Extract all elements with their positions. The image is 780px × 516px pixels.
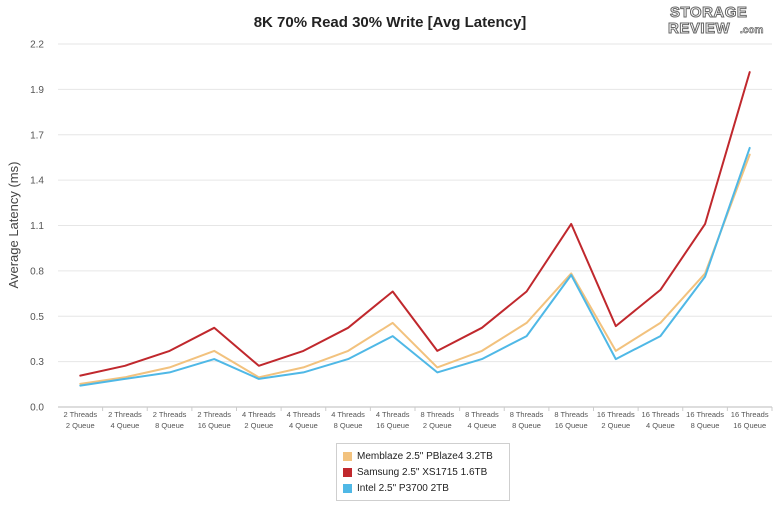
x-tick-label: 4 Queue	[111, 421, 140, 430]
svg-text:REVIEW: REVIEW	[668, 20, 731, 36]
y-tick-label: 1.9	[30, 85, 44, 96]
storage-review-logo: STORAGE REVIEW .com	[668, 4, 764, 37]
y-tick-label: 0.0	[30, 403, 44, 414]
x-tick-label: 4 Threads	[331, 410, 365, 419]
x-tick-label: 16 Queue	[376, 421, 409, 430]
x-tick-label: 2 Threads	[197, 410, 231, 419]
x-tick-label: 16 Queue	[733, 421, 766, 430]
chart-title: 8K 70% Read 30% Write [Avg Latency]	[253, 14, 527, 31]
y-tick-label: 2.2	[30, 40, 44, 51]
x-tick-label: 2 Queue	[601, 421, 630, 430]
x-tick-label: 16 Threads	[642, 410, 680, 419]
x-tick-label: 16 Threads	[686, 410, 724, 419]
x-tick-label: 8 Threads	[510, 410, 544, 419]
x-tick-label: 4 Queue	[646, 421, 675, 430]
series-line	[79, 71, 751, 377]
x-tick-label: 4 Queue	[468, 421, 497, 430]
y-tick-label: 1.4	[30, 176, 44, 187]
legend-item: Samsung 2.5" XS1715 1.6TB	[343, 464, 503, 480]
x-tick-label: 2 Threads	[153, 410, 187, 419]
x-tick-label: 8 Threads	[554, 410, 588, 419]
y-tick-label: 0.8	[30, 266, 44, 277]
gridlines	[58, 43, 772, 408]
y-tick-label: 1.1	[30, 221, 44, 232]
legend-swatch	[343, 483, 352, 493]
x-tick-label: 8 Threads	[420, 410, 454, 419]
x-tick-label: 8 Queue	[512, 421, 541, 430]
y-tick-label: 0.3	[30, 357, 44, 368]
x-tick-label: 2 Queue	[244, 421, 273, 430]
x-tick-label: 2 Threads	[108, 410, 142, 419]
legend-label: Intel 2.5" P3700 2TB	[357, 482, 449, 494]
legend-label: Memblaze 2.5" PBlaze4 3.2TB	[357, 450, 493, 462]
x-tick-label: 8 Threads	[465, 410, 499, 419]
svg-text:STORAGE: STORAGE	[670, 4, 747, 21]
x-tick-label: 16 Queue	[555, 421, 588, 430]
x-tick-label: 4 Threads	[376, 410, 410, 419]
x-axis-ticks: 2 Threads 2 Queue 2 Threads 4 Queue 2 Thread…	[63, 407, 773, 430]
legend-item: Intel 2.5" P3700 2TB	[343, 480, 503, 496]
series-line	[79, 153, 751, 385]
y-tick-label: 1.7	[30, 130, 44, 141]
legend-label: Samsung 2.5" XS1715 1.6TB	[357, 466, 488, 478]
x-tick-label: 4 Queue	[289, 421, 318, 430]
x-tick-label: 2 Threads	[63, 410, 97, 419]
y-axis-label: Average Latency (ms)	[6, 162, 21, 289]
x-tick-label: 16 Threads	[597, 410, 635, 419]
y-axis-ticks: 0.0 0.3 0.5 0.8 1.1 1.4 1.7 1.9 2.2	[30, 40, 44, 414]
x-tick-label: 8 Queue	[155, 421, 184, 430]
x-tick-label: 4 Threads	[287, 410, 321, 419]
x-tick-label: 16 Queue	[198, 421, 231, 430]
x-tick-label: 8 Queue	[691, 421, 720, 430]
x-tick-label: 16 Threads	[731, 410, 769, 419]
x-tick-label: 4 Threads	[242, 410, 276, 419]
series-lines	[79, 71, 751, 387]
series-line	[79, 146, 751, 387]
legend-item: Memblaze 2.5" PBlaze4 3.2TB	[343, 448, 503, 464]
legend: Memblaze 2.5" PBlaze4 3.2TB Samsung 2.5" …	[336, 443, 510, 501]
legend-swatch	[343, 451, 352, 461]
x-tick-label: 8 Queue	[334, 421, 363, 430]
y-tick-label: 0.5	[30, 312, 44, 323]
x-tick-label: 2 Queue	[423, 421, 452, 430]
x-tick-label: 2 Queue	[66, 421, 95, 430]
svg-text:.com: .com	[740, 25, 763, 36]
legend-swatch	[343, 467, 352, 477]
